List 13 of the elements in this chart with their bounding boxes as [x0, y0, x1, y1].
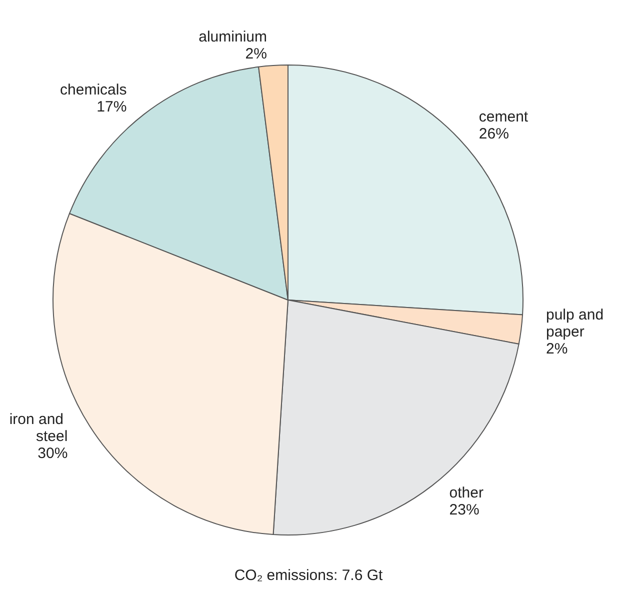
data-label: 17% — [96, 98, 127, 116]
data-label: 23% — [449, 501, 480, 518]
text: CO₂ emissions: 7.6 Gt — [234, 567, 384, 584]
slice-label: chemicals — [60, 82, 127, 99]
data-label: 2% — [245, 46, 267, 63]
data-label: 2% — [546, 340, 568, 358]
data-label: 30% — [38, 445, 68, 462]
slice-label: iron and steel — [9, 411, 68, 446]
data-label: 26% — [478, 125, 509, 142]
slice-label: cement — [478, 108, 529, 126]
slice-label: aluminium — [198, 28, 267, 46]
slice-label: pulp and paper — [546, 306, 608, 340]
slice-label: other — [449, 484, 484, 502]
